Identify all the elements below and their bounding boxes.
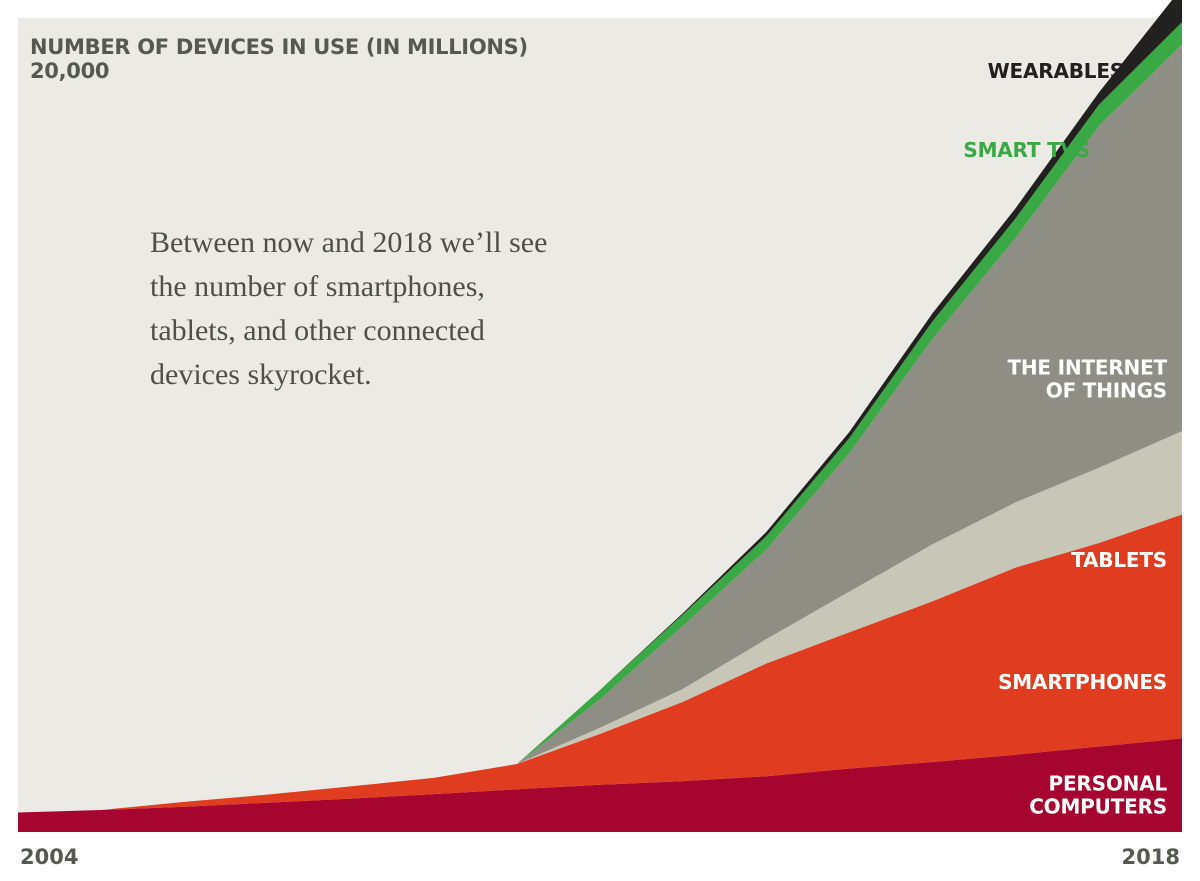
x-axis-end-label: 2018 bbox=[1122, 845, 1180, 869]
series-label-smartphones: SMARTPHONES bbox=[998, 670, 1167, 694]
annotation-line-4: devices skyrocket. bbox=[150, 358, 372, 391]
series-label-tablets: TABLETS bbox=[1071, 548, 1167, 572]
series-label-the-internet-of-things-line-1: THE INTERNET bbox=[1007, 356, 1167, 380]
area-the-internet-of-things bbox=[18, 44, 1182, 813]
area-smartphones bbox=[18, 514, 1182, 813]
stacked-areas bbox=[18, 0, 1182, 832]
series-label-the-internet-of-things-line-2: OF THINGS bbox=[1046, 379, 1167, 403]
y-axis-max-label: 20,000 bbox=[30, 59, 109, 83]
y-axis-label: NUMBER OF DEVICES IN USE (IN MILLIONS) bbox=[30, 35, 528, 59]
series-label-smart-tvs: SMART TVS bbox=[963, 138, 1090, 162]
annotation-line-2: the number of smartphones, bbox=[150, 270, 485, 303]
annotation: Between now and 2018 we’ll see the numbe… bbox=[150, 226, 547, 391]
x-axis-start-label: 2004 bbox=[20, 845, 78, 869]
series-label-personal-computers-line-1: PERSONAL bbox=[1049, 772, 1168, 796]
series-label-personal-computers-line-2: COMPUTERS bbox=[1029, 795, 1167, 819]
annotation-line-3: tablets, and other connected bbox=[150, 314, 485, 347]
series-label-wearables: WEARABLES bbox=[988, 59, 1124, 83]
area-personal-computers bbox=[18, 738, 1182, 832]
annotation-line-1: Between now and 2018 we’ll see bbox=[150, 226, 547, 259]
